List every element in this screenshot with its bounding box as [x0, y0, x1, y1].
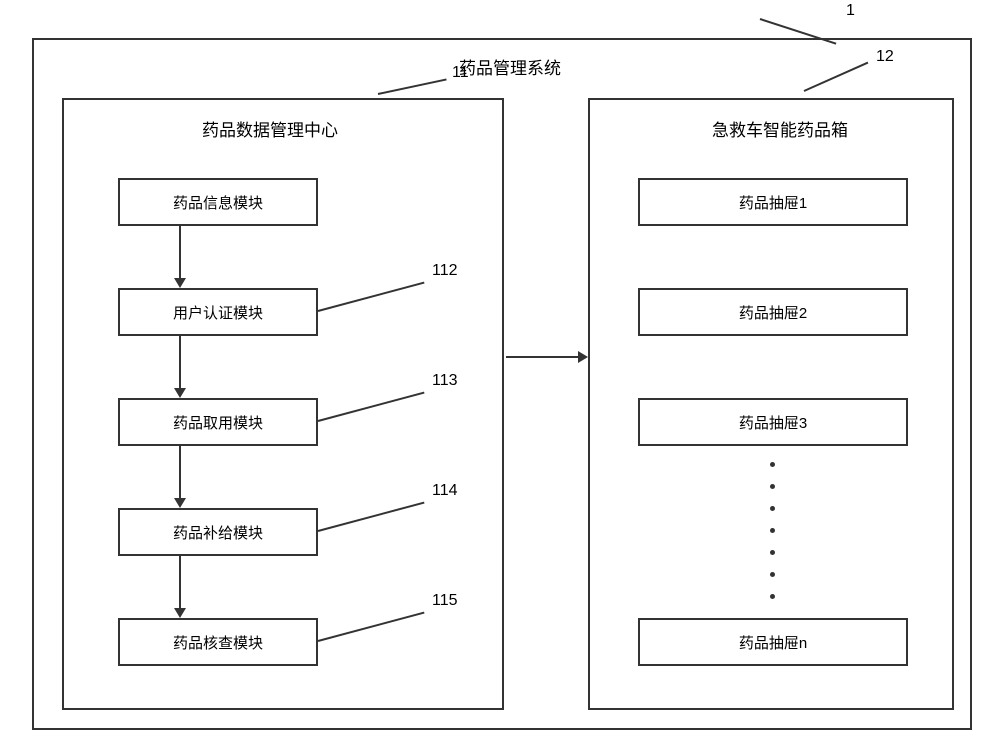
module-check: 药品核查模块	[118, 618, 318, 666]
arrow-2-3-head	[174, 388, 186, 398]
drawer-n: 药品抽屉n	[638, 618, 908, 666]
ellipsis-dot	[770, 484, 775, 489]
ref-label-1: 1	[846, 2, 855, 20]
module-label: 药品核查模块	[173, 632, 263, 653]
module-label: 药品取用模块	[173, 412, 263, 433]
arrow-2-3-line	[179, 336, 181, 388]
arrow-4-5-line	[179, 556, 181, 608]
ellipsis-dot	[770, 506, 775, 511]
ref-112: 112	[432, 262, 458, 280]
module-label: 用户认证模块	[173, 302, 263, 323]
drawer-label: 药品抽屉1	[739, 192, 807, 213]
module-label: 药品信息模块	[173, 192, 263, 213]
drawer-3: 药品抽屉3	[638, 398, 908, 446]
ellipsis-dot	[770, 594, 775, 599]
module-supply: 药品补给模块	[118, 508, 318, 556]
drawer-1: 药品抽屉1	[638, 178, 908, 226]
ellipsis-dot	[770, 550, 775, 555]
arrow-11-12-line	[506, 356, 578, 358]
ref-label-11: 11	[452, 64, 469, 82]
drawer-label: 药品抽屉2	[739, 302, 807, 323]
ref-label-12: 12	[876, 48, 894, 66]
ellipsis-dot	[770, 572, 775, 577]
arrow-1-2-head	[174, 278, 186, 288]
ref-115: 115	[432, 592, 458, 610]
right-title: 急救车智能药品箱	[700, 116, 860, 141]
arrow-11-12-head	[578, 351, 588, 363]
ref-114: 114	[432, 482, 458, 500]
module-info: 药品信息模块	[118, 178, 318, 226]
module-label: 药品补给模块	[173, 522, 263, 543]
arrow-1-2-line	[179, 226, 181, 278]
drawer-label: 药品抽屉3	[739, 412, 807, 433]
ellipsis-dot	[770, 528, 775, 533]
module-take: 药品取用模块	[118, 398, 318, 446]
left-title: 药品数据管理中心	[190, 116, 350, 141]
ref-113: 113	[432, 372, 458, 390]
arrow-3-4-head	[174, 498, 186, 508]
module-auth: 用户认证模块	[118, 288, 318, 336]
ellipsis-dot	[770, 462, 775, 467]
drawer-label: 药品抽屉n	[739, 632, 807, 653]
drawer-2: 药品抽屉2	[638, 288, 908, 336]
arrow-3-4-line	[179, 446, 181, 498]
arrow-4-5-head	[174, 608, 186, 618]
